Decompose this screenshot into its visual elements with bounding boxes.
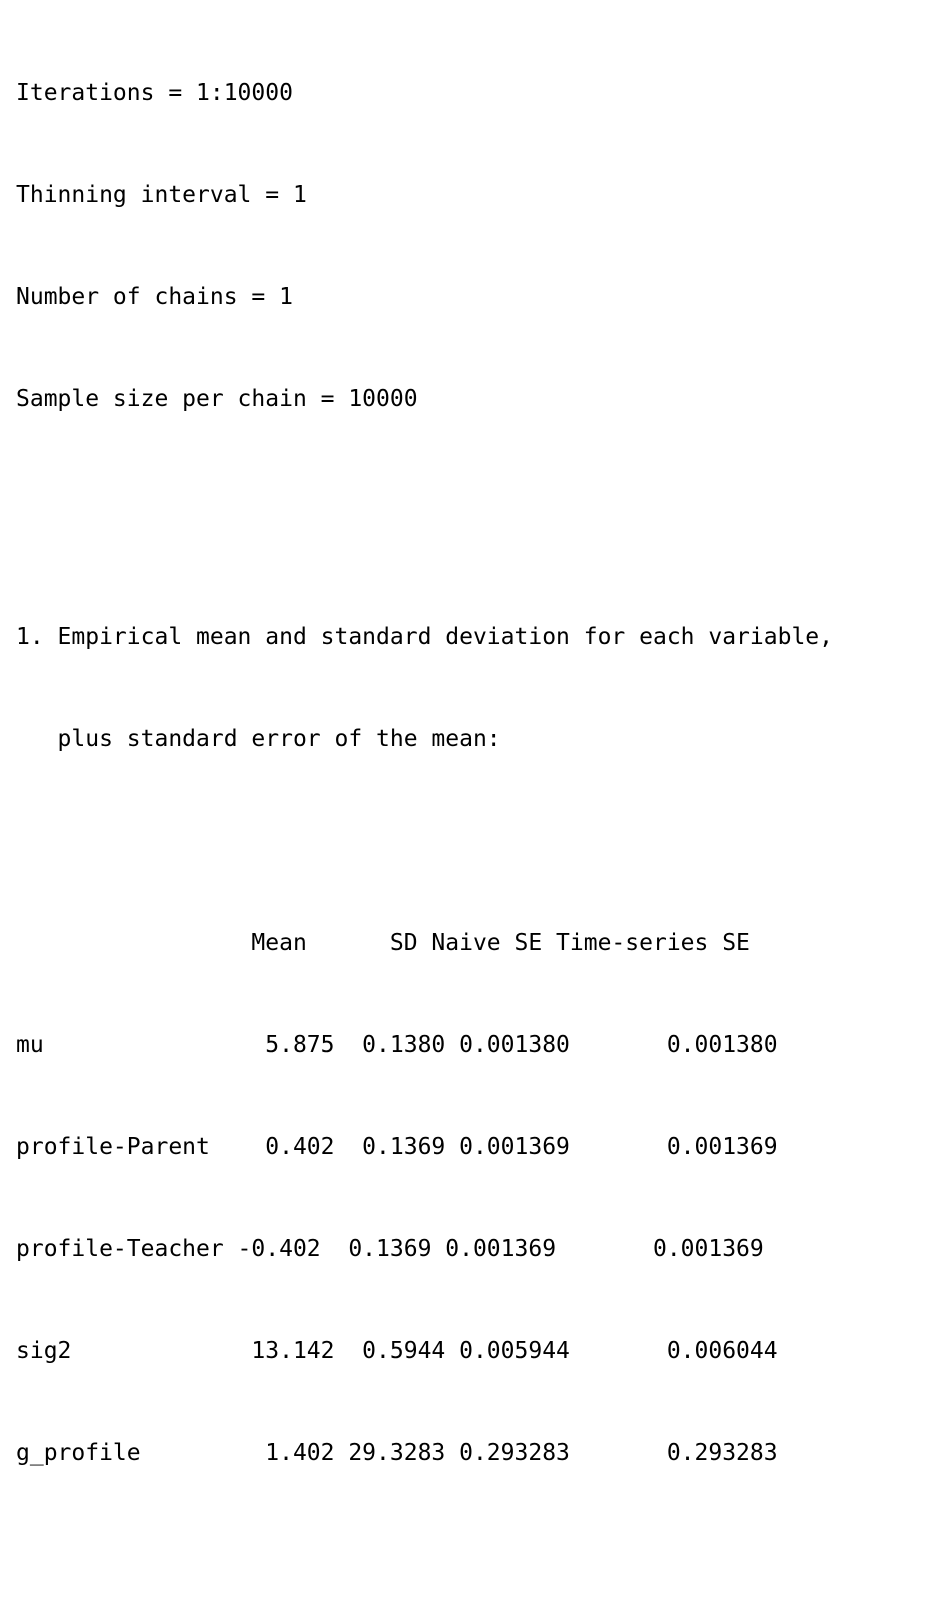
section1-title-line2: plus standard error of the mean: <box>16 726 501 752</box>
header-iterations: Iterations = 1:10000 <box>16 80 293 106</box>
section1-table-row: sig2 13.142 0.5944 0.005944 0.006044 <box>16 1338 778 1364</box>
blank-line <box>16 824 833 858</box>
console-output: Iterations = 1:10000 Thinning interval =… <box>16 8 833 1624</box>
section1-table-header: Mean SD Naive SE Time-series SE <box>16 930 750 956</box>
section1-table-row: profile-Teacher -0.402 0.1369 0.001369 0… <box>16 1236 764 1262</box>
header-number-of-chains: Number of chains = 1 <box>16 284 293 310</box>
blank-line <box>16 1538 833 1572</box>
header-sample-size: Sample size per chain = 10000 <box>16 386 418 412</box>
section1-title-line1: 1. Empirical mean and standard deviation… <box>16 624 833 650</box>
section1-table-row: profile-Parent 0.402 0.1369 0.001369 0.0… <box>16 1134 778 1160</box>
section1-table-row: mu 5.875 0.1380 0.001380 0.001380 <box>16 1032 778 1058</box>
header-thinning-interval: Thinning interval = 1 <box>16 182 307 208</box>
blank-line <box>16 484 833 518</box>
section1-table-row: g_profile 1.402 29.3283 0.293283 0.29328… <box>16 1440 778 1466</box>
